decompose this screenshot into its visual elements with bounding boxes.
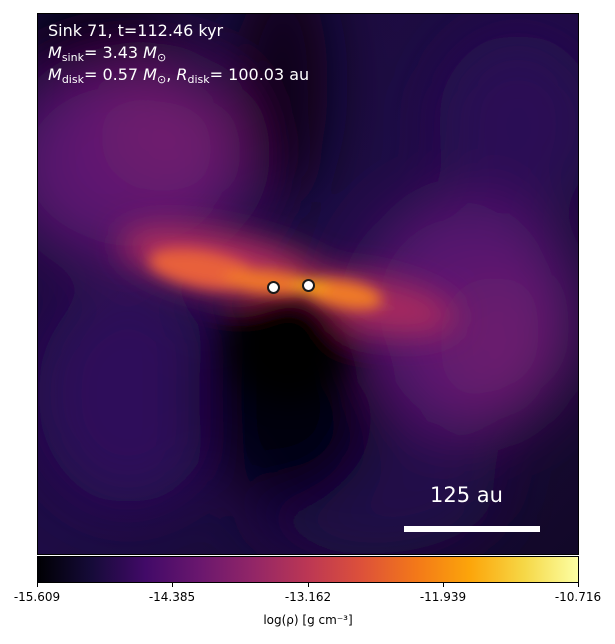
disk-radius-value: = 100.03 au xyxy=(209,65,310,84)
separator: , xyxy=(166,65,172,84)
solar-subscript: ⊙ xyxy=(156,51,167,64)
mass-symbol-disk: M xyxy=(48,65,62,84)
colorbar-tick-label: -13.162 xyxy=(284,590,332,604)
disk-subscript-radius: disk xyxy=(187,73,210,86)
scalebar xyxy=(404,526,540,532)
colorbar-tick xyxy=(172,583,173,587)
solar-unit: M xyxy=(143,43,157,62)
solar-unit-disk: M xyxy=(143,65,157,84)
disk-mass-radius: Mdisk= 0.57 M⊙, Rdisk= 100.03 au xyxy=(48,66,309,89)
sink-subscript: sink xyxy=(61,51,84,64)
sink-mass-value: = 3.43 xyxy=(83,43,139,62)
mass-symbol: M xyxy=(48,43,62,62)
scalebar-label: 125 au xyxy=(430,483,503,507)
sink-mass: Msink= 3.43 M⊙ xyxy=(48,44,166,67)
colorbar-tick xyxy=(37,583,38,587)
colorbar-tick-label: -14.385 xyxy=(148,590,196,604)
colorbar-tick xyxy=(308,583,309,587)
colorbar xyxy=(37,556,579,583)
disk-mass-value: = 0.57 xyxy=(83,65,139,84)
solar-subscript-disk: ⊙ xyxy=(156,73,167,86)
colorbar-tick-label: -15.609 xyxy=(13,590,61,604)
colorbar-tick xyxy=(443,583,444,587)
sink-particle-marker xyxy=(267,281,280,294)
sink-particle-marker xyxy=(302,279,315,292)
colorbar-tick-label: -11.939 xyxy=(419,590,467,604)
sink-id-time: Sink 71, t=112.46 kyr xyxy=(48,21,224,40)
density-map-panel: Sink 71, t=112.46 kyr Msink= 3.43 M⊙ Mdi… xyxy=(37,13,579,555)
radius-symbol: R xyxy=(176,65,188,84)
density-map xyxy=(38,14,578,554)
disk-subscript: disk xyxy=(61,73,84,86)
colorbar-tick-label: -10.716 xyxy=(554,590,602,604)
colorbar-label: log(ρ) [g cm⁻³] xyxy=(263,613,353,627)
colorbar-tick xyxy=(578,583,579,587)
